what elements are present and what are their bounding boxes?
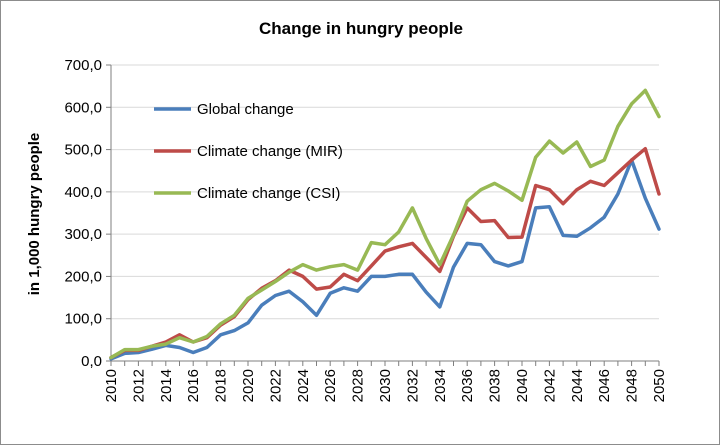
series-lines bbox=[109, 88, 661, 361]
legend-entry: Global change bbox=[197, 101, 294, 118]
x-tick-label: 2030 bbox=[377, 369, 394, 402]
y-tick-labels: 0,0 100,0 200,0 300,0 400,0 500,0 600,0 700,0 bbox=[64, 57, 102, 370]
x-tick-label: 2046 bbox=[596, 369, 613, 402]
x-tick-label: 2020 bbox=[240, 369, 257, 402]
x-tick-label: 2038 bbox=[487, 369, 504, 402]
y-tick-label: 500,0 bbox=[64, 142, 102, 159]
x-tick-label: 2026 bbox=[322, 369, 339, 402]
y-tick-label: 600,0 bbox=[64, 99, 102, 116]
legend-entry: Climate change (CSI) bbox=[197, 185, 340, 202]
axes bbox=[106, 64, 660, 366]
y-tick-label: 400,0 bbox=[64, 184, 102, 201]
series-line-global-change bbox=[109, 158, 661, 361]
x-tick-label: 2040 bbox=[514, 369, 531, 402]
chart-title: Change in hungry people bbox=[259, 19, 463, 38]
x-tick-label: 2016 bbox=[185, 369, 202, 402]
y-tick-label: 0,0 bbox=[81, 353, 102, 370]
x-tick-label: 2044 bbox=[569, 369, 586, 402]
series-line-climate-change-csi bbox=[109, 88, 661, 360]
x-tick-label: 2032 bbox=[404, 369, 421, 402]
series-line-climate-change-mir bbox=[109, 146, 661, 360]
x-tick-label: 2012 bbox=[130, 369, 147, 402]
x-tick-label: 2024 bbox=[295, 369, 312, 402]
gridlines bbox=[111, 64, 659, 320]
x-tick-label: 2034 bbox=[432, 369, 449, 402]
legend: Global change Climate change (MIR) Climate… bbox=[154, 101, 343, 202]
x-tick-label: 2022 bbox=[267, 369, 284, 402]
y-tick-label: 100,0 bbox=[64, 311, 102, 328]
y-tick-label: 700,0 bbox=[64, 57, 102, 74]
x-tick-label: 2036 bbox=[459, 369, 476, 402]
x-tick-label: 2010 bbox=[103, 369, 120, 402]
x-tick-label: 2042 bbox=[541, 369, 558, 402]
x-tick-label: 2028 bbox=[350, 369, 367, 402]
y-tick-label: 300,0 bbox=[64, 226, 102, 243]
x-tick-label: 2014 bbox=[158, 369, 175, 402]
y-axis-label: in 1,000 hungry people bbox=[26, 133, 43, 296]
x-tick-label: 2048 bbox=[624, 369, 641, 402]
legend-entry: Climate change (MIR) bbox=[197, 143, 343, 160]
x-tick-labels: 2010 2012 2014 2016 2018 2020 2022 2024 2026 2028… bbox=[103, 369, 668, 402]
x-tick-label: 2050 bbox=[651, 369, 668, 402]
x-tick-label: 2018 bbox=[213, 369, 230, 402]
y-tick-label: 200,0 bbox=[64, 268, 102, 285]
